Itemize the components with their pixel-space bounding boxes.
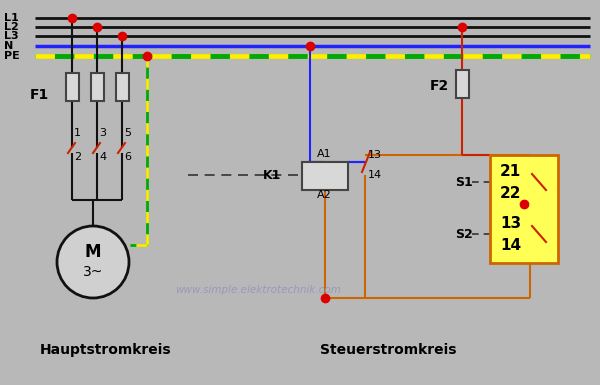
Text: L2: L2 bbox=[4, 22, 19, 32]
Text: F1: F1 bbox=[30, 88, 49, 102]
Text: A1: A1 bbox=[317, 149, 332, 159]
Text: 14: 14 bbox=[368, 170, 382, 180]
Text: L3: L3 bbox=[4, 31, 19, 41]
Text: 1: 1 bbox=[74, 128, 81, 138]
Text: PE: PE bbox=[4, 51, 20, 61]
Text: 2: 2 bbox=[74, 152, 81, 162]
Text: A2: A2 bbox=[317, 190, 332, 200]
Text: www.simple.elektrotechnik.com: www.simple.elektrotechnik.com bbox=[175, 285, 341, 295]
Text: K1: K1 bbox=[263, 169, 281, 181]
Text: N: N bbox=[4, 41, 13, 51]
Text: Hauptstromkreis: Hauptstromkreis bbox=[40, 343, 172, 357]
Text: 5: 5 bbox=[124, 128, 131, 138]
Bar bbox=[65, 73, 79, 101]
Text: S1: S1 bbox=[455, 176, 473, 189]
Text: Steuerstromkreis: Steuerstromkreis bbox=[320, 343, 457, 357]
Text: 6: 6 bbox=[124, 152, 131, 162]
Text: 4: 4 bbox=[99, 152, 106, 162]
Text: M: M bbox=[85, 243, 101, 261]
Text: 14: 14 bbox=[500, 238, 521, 253]
Bar bbox=[490, 155, 558, 263]
Bar bbox=[115, 73, 128, 101]
Text: 3~: 3~ bbox=[83, 265, 103, 279]
Text: L1: L1 bbox=[4, 13, 19, 23]
Bar bbox=[302, 162, 348, 190]
Text: F2: F2 bbox=[430, 79, 449, 93]
Text: 13: 13 bbox=[368, 150, 382, 160]
Text: 13: 13 bbox=[500, 216, 521, 231]
Text: 3: 3 bbox=[99, 128, 106, 138]
Text: 21: 21 bbox=[500, 164, 521, 179]
Bar bbox=[455, 70, 469, 98]
Bar bbox=[91, 73, 104, 101]
Text: S2: S2 bbox=[455, 228, 473, 241]
Text: 22: 22 bbox=[500, 186, 521, 201]
Circle shape bbox=[57, 226, 129, 298]
